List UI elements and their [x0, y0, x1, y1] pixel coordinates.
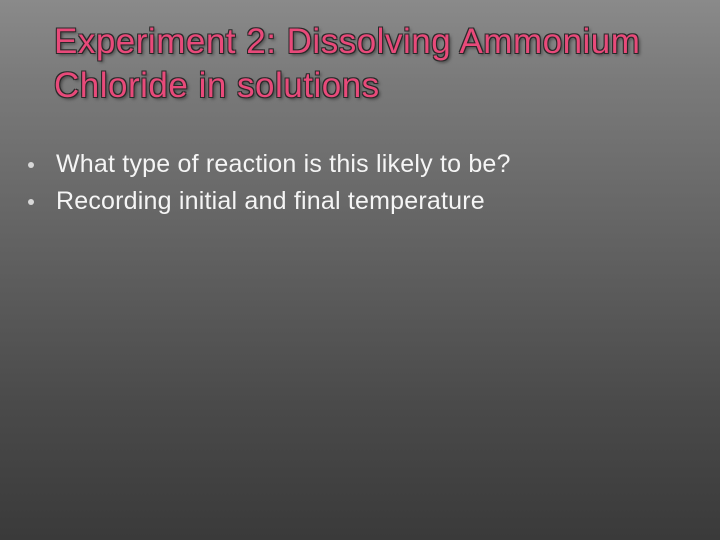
list-item: What type of reaction is this likely to …: [28, 148, 680, 181]
slide-title: Experiment 2: Dissolving Ammonium Chlori…: [54, 20, 680, 108]
bullet-icon: [28, 162, 34, 168]
slide: Experiment 2: Dissolving Ammonium Chlori…: [0, 0, 720, 540]
bullet-list: What type of reaction is this likely to …: [28, 148, 680, 221]
bullet-icon: [28, 199, 34, 205]
bullet-text: What type of reaction is this likely to …: [56, 148, 511, 181]
list-item: Recording initial and final temperature: [28, 185, 680, 218]
bullet-text: Recording initial and final temperature: [56, 185, 485, 218]
